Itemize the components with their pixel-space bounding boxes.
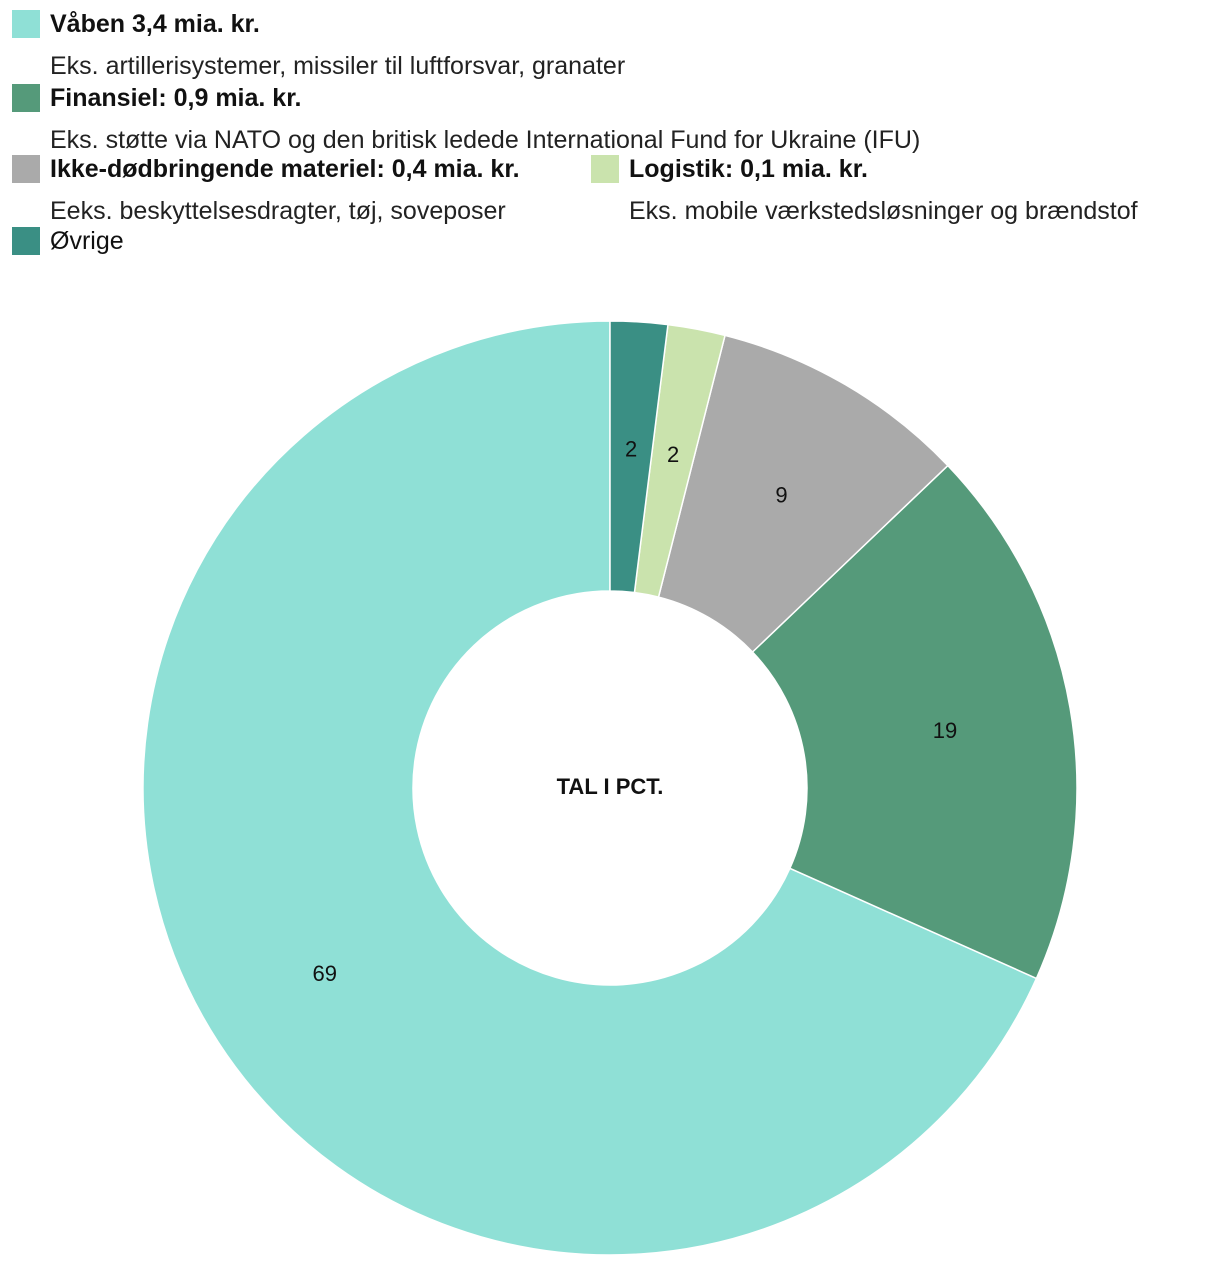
slice-0 (142, 320, 1038, 1256)
slice-label-3: 2 (667, 442, 679, 467)
legend-desc-finansiel: Eks. støtte via NATO og den britisk lede… (50, 126, 921, 154)
slice-label-4: 2 (625, 437, 637, 462)
legend-swatch-finansiel (12, 84, 40, 112)
legend-swatch-ikke-doedbringende (12, 155, 40, 183)
slice-label-1: 19 (933, 718, 957, 743)
legend-title-finansiel: Finansiel: 0,9 mia. kr. (50, 84, 302, 112)
donut-center-label: TAL I PCT. (557, 774, 664, 799)
legend-title-oevrige: Øvrige (50, 227, 124, 255)
slice-label-0: 69 (313, 961, 337, 986)
legend-title-ikke-doedbringende: Ikke-dødbringende materiel: 0,4 mia. kr. (50, 155, 520, 183)
legend-swatch-oevrige (12, 227, 40, 255)
legend-swatch-logistik (591, 155, 619, 183)
legend-desc-logistik: Eks. mobile værkstedsløsninger og brænds… (629, 197, 1138, 225)
slice-4 (609, 320, 669, 594)
legend-desc-vaaben: Eks. artillerisystemer, missiler til luf… (50, 52, 626, 80)
donut-labels: 69 19 9 2 2 (313, 437, 958, 986)
legend-title-logistik: Logistik: 0,1 mia. kr. (629, 155, 868, 183)
legend-desc-ikke-doedbringende: Eeks. beskyttelsesdragter, tøj, sovepose… (50, 197, 506, 225)
slice-1 (751, 464, 1078, 980)
legend-title-vaaben: Våben 3,4 mia. kr. (50, 10, 260, 38)
slice-label-2: 9 (775, 482, 787, 507)
slice-2 (657, 334, 949, 654)
legend-swatch-vaaben (12, 10, 40, 38)
donut-slices (142, 320, 1078, 1256)
